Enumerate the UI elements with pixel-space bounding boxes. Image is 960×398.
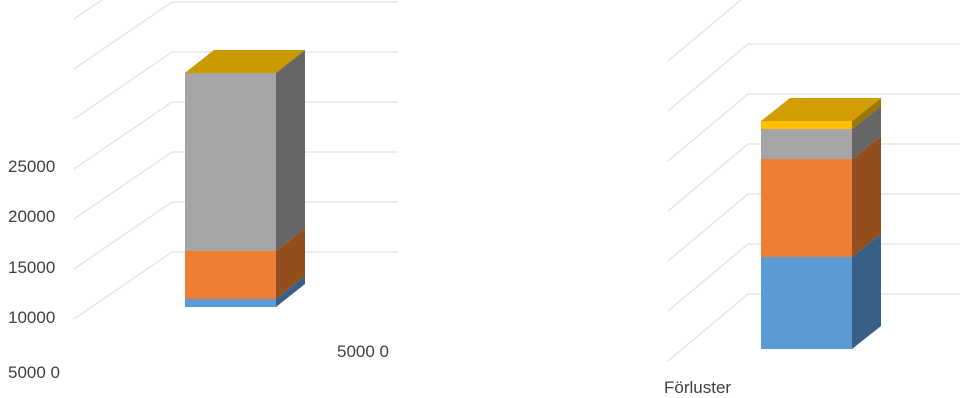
left-gridline xyxy=(73,251,398,320)
right-segment-side xyxy=(852,136,881,257)
y-tick-label-4: 25000 xyxy=(8,157,55,176)
left-gridline xyxy=(73,0,103,20)
y-tick-label-0: 5000 0 xyxy=(8,363,60,382)
right-gridline xyxy=(667,193,960,262)
left-bar-segment-2 xyxy=(185,50,305,251)
right-segment-front xyxy=(761,159,852,257)
left-chart-gridlines xyxy=(73,0,398,320)
y-tick-label-1: 10000 xyxy=(8,308,55,327)
y-tick-label-2: 15000 xyxy=(8,258,55,277)
left-gridline xyxy=(73,101,398,170)
right-gridline xyxy=(667,143,960,212)
right-segment-front xyxy=(761,257,852,349)
left-segment-front xyxy=(185,299,276,307)
left-bar-segment-1 xyxy=(185,228,305,299)
left-gridline xyxy=(73,51,398,120)
left-gridline xyxy=(73,151,398,220)
right-chart-gridlines xyxy=(667,0,960,362)
left-chart-bars xyxy=(185,50,305,307)
left-segment-side xyxy=(276,228,305,299)
right-segment-side xyxy=(852,106,881,159)
right-gridline xyxy=(667,93,960,162)
right-gridline xyxy=(667,243,960,312)
left-gridline xyxy=(73,201,398,270)
right-segment-side xyxy=(852,234,881,349)
left-bar-segment-0 xyxy=(185,276,305,307)
right-segment-front xyxy=(761,121,852,129)
left-segment-side xyxy=(276,276,305,307)
right-segment-front xyxy=(761,129,852,159)
left-segment-side xyxy=(276,50,305,251)
right-bar-segment-0 xyxy=(761,234,881,349)
left-segment-front xyxy=(185,73,276,251)
right-gridline xyxy=(667,293,960,362)
left-gridline xyxy=(73,1,398,70)
right-segment-top xyxy=(761,98,881,121)
left-bar-cap xyxy=(185,50,305,73)
right-segment-side xyxy=(852,98,881,129)
y-tick-label-3: 20000 xyxy=(8,207,55,226)
right-bar-segment-2 xyxy=(761,106,881,159)
right-gridline xyxy=(667,43,960,112)
x-category-label: Förluster xyxy=(664,378,731,397)
right-bar-segment-1 xyxy=(761,136,881,257)
right-gridline xyxy=(667,0,742,62)
left-chart-extra-label: 5000 0 xyxy=(337,342,389,361)
left-segment-front xyxy=(185,251,276,299)
right-bar-segment-3 xyxy=(761,98,881,129)
right-chart-bars xyxy=(761,98,881,349)
